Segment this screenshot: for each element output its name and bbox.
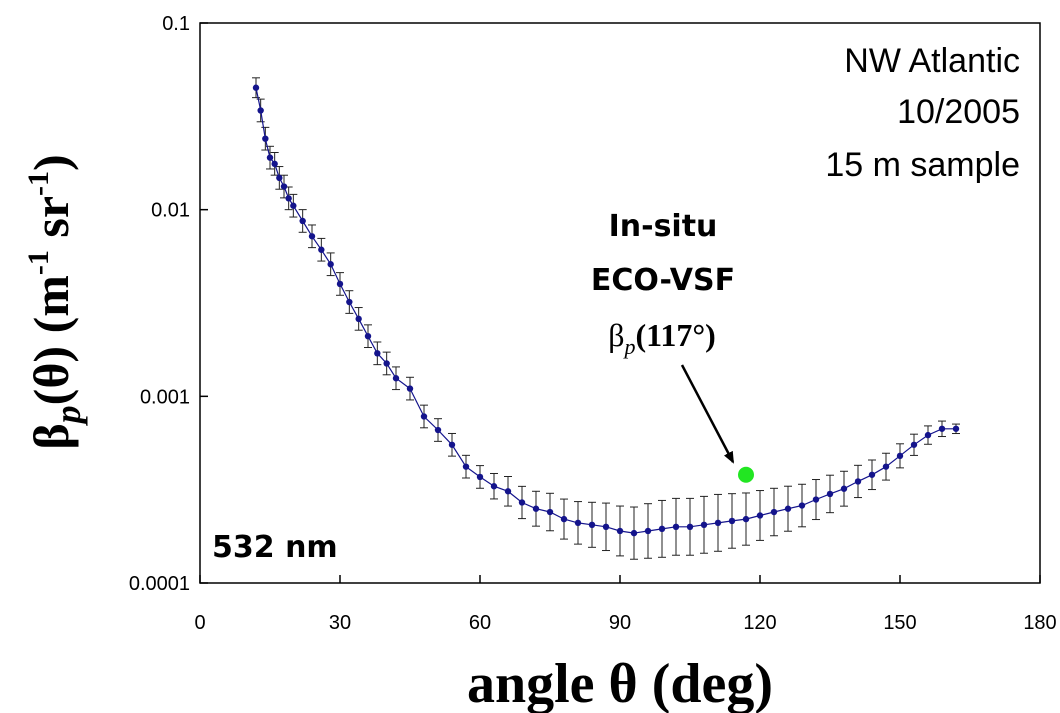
data-point (346, 298, 353, 306)
y-title-exp1: -1 (22, 250, 55, 275)
data-point (798, 502, 806, 509)
data-point (602, 523, 610, 531)
x-tick-label: 30 (329, 612, 351, 634)
data-point (434, 426, 442, 434)
callout-beta-label: βp(117°) (608, 317, 716, 359)
data-point (280, 183, 288, 190)
x-tick-label: 90 (609, 612, 631, 634)
data-point (490, 483, 498, 490)
data-point (714, 519, 722, 527)
data-point (616, 527, 624, 535)
data-point (672, 523, 680, 531)
callout-beta: β (608, 317, 624, 353)
eco-vsf-point (738, 466, 754, 483)
data-point (257, 107, 264, 114)
data-point (588, 521, 596, 529)
data-point (784, 505, 792, 512)
data-point (308, 233, 316, 240)
y-title-beta: β (23, 423, 79, 449)
y-title-sub: p (48, 405, 88, 426)
data-point (630, 529, 638, 537)
callout-arrow (680, 364, 735, 464)
data-point (812, 496, 820, 503)
data-point (854, 478, 862, 485)
x-tick-labels: 0 30 60 90 120 150 180 (194, 612, 1056, 634)
data-point (336, 280, 344, 288)
data-point (392, 375, 400, 382)
data-point (532, 505, 540, 512)
x-tick-label: 150 (883, 612, 916, 634)
data-point (252, 84, 260, 91)
wavelength-label: 532 nm (212, 530, 338, 565)
data-point (728, 517, 736, 525)
data-point (327, 261, 334, 268)
x-tick-label: 120 (743, 612, 776, 634)
data-point (299, 217, 306, 225)
data-point (448, 441, 456, 448)
data-point (952, 425, 960, 432)
data-point (285, 195, 292, 202)
data-point (644, 527, 652, 535)
data-point (924, 431, 932, 439)
data-point (840, 485, 848, 492)
date-label: 10/2005 (897, 93, 1020, 131)
x-tick-label: 180 (1023, 612, 1056, 634)
y-axis-title-group: βp(θ) (m-1 sr-1) (22, 154, 88, 449)
y-axis-title: βp(θ) (m-1 sr-1) (22, 154, 88, 449)
data-points (252, 84, 960, 537)
callout-line-2: ECO-VSF (591, 263, 735, 298)
data-point (574, 519, 582, 527)
y-tick-label: 0.01 (151, 200, 190, 222)
data-point (406, 385, 414, 392)
data-point (266, 154, 274, 161)
data-point (462, 463, 470, 470)
x-tick-label: 0 (194, 612, 205, 634)
data-point (560, 515, 568, 523)
callout-beta-rest: (117°) (635, 317, 715, 353)
data-point (262, 135, 269, 142)
y-title-body: (θ) (m (23, 275, 79, 405)
y-tick-label: 0.001 (140, 386, 190, 408)
data-point (742, 515, 750, 523)
data-point (756, 512, 764, 519)
data-point (770, 508, 778, 516)
data-point (276, 174, 283, 182)
y-title-sr: sr (23, 196, 79, 250)
y-tick-label: 0.1 (162, 13, 190, 35)
data-point (476, 473, 484, 481)
x-tick-label: 60 (469, 612, 491, 634)
callout-beta-sub: p (622, 334, 635, 359)
y-tick-label: 0.0001 (129, 573, 190, 595)
callout-line-1: In-situ (609, 209, 718, 244)
data-point (658, 525, 666, 533)
data-point (700, 521, 708, 529)
data-point (504, 488, 512, 495)
data-point (896, 452, 904, 460)
data-point (910, 441, 918, 448)
sample-label: 15 m sample (825, 146, 1020, 184)
data-point (546, 508, 554, 516)
location-label: NW Atlantic (844, 42, 1020, 80)
data-point (355, 315, 362, 323)
x-axis-title: angle θ (deg) (467, 653, 773, 713)
data-point (686, 523, 694, 531)
data-point (383, 360, 390, 367)
data-point (318, 246, 325, 253)
data-point (868, 471, 876, 478)
data-point (518, 499, 526, 506)
axis-ticks (199, 22, 1041, 584)
data-point (271, 160, 278, 168)
y-title-close: ) (23, 154, 79, 171)
data-point (882, 463, 890, 470)
data-point (374, 350, 381, 357)
data-point (420, 413, 428, 420)
y-title-exp2: -1 (22, 171, 55, 196)
data-point (290, 202, 297, 209)
data-point (826, 490, 834, 498)
y-tick-labels: 0.0001 0.001 0.01 0.1 (129, 13, 190, 595)
data-point (938, 425, 946, 432)
data-point (364, 332, 372, 340)
